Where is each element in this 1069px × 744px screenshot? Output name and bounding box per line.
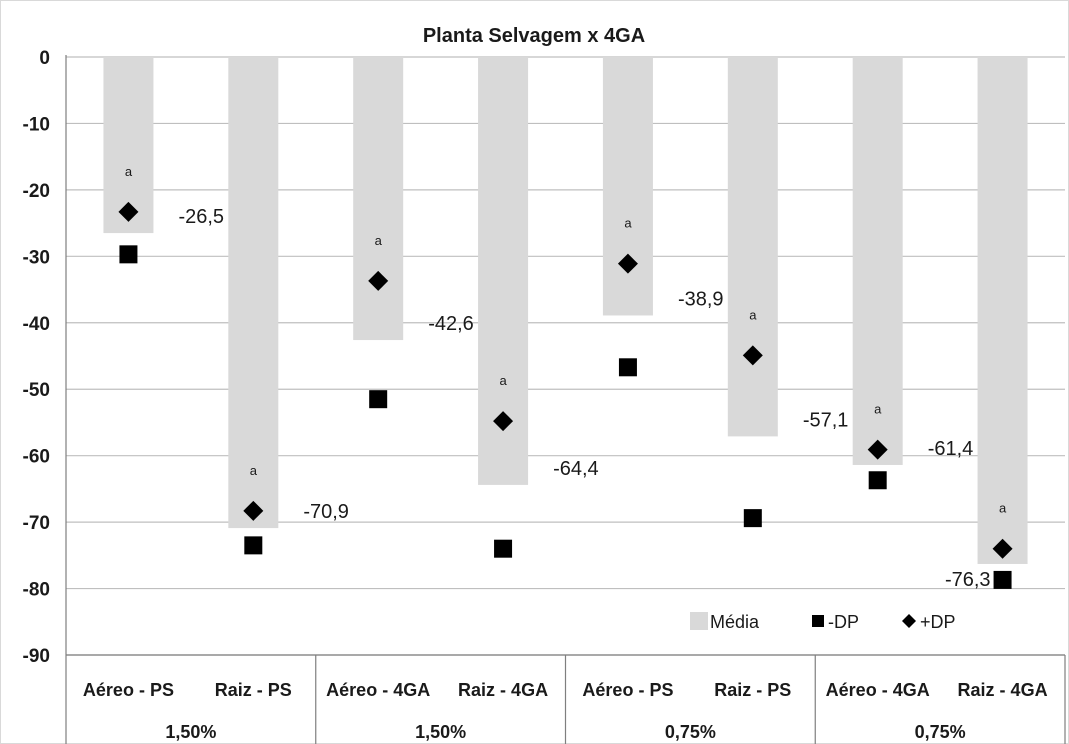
bar-mdia [353, 57, 404, 341]
data-label: -57,1 [803, 409, 849, 431]
x-axis-categories: Aéreo - PS Raiz - PS Aéreo - 4GA Raiz - 4GA… [83, 680, 1048, 700]
data-label: -42,6 [428, 313, 474, 335]
legend: Média -DP +DP [690, 612, 956, 632]
marker-minus-dp [119, 245, 138, 264]
data-label: -70,9 [303, 501, 349, 523]
category-label: Aéreo - PS [83, 680, 174, 700]
bar-mdia [228, 57, 279, 529]
data-label: -26,5 [178, 206, 224, 228]
bars [103, 57, 1028, 564]
legend-swatch-plus-dp [902, 614, 916, 628]
group-label: 1,50% [415, 722, 466, 742]
chart-title: Planta Selvagem x 4GA [423, 25, 645, 47]
significance-letter: a [125, 164, 133, 179]
marker-plus-dp [368, 270, 389, 291]
markers [118, 201, 1013, 589]
marker-plus-dp [118, 201, 139, 222]
category-label: Aéreo - 4GA [326, 680, 430, 700]
category-label: Aéreo - 4GA [826, 680, 930, 700]
y-tick-label: -10 [23, 114, 50, 135]
group-label: 0,75% [915, 722, 966, 742]
marker-plus-dp [867, 439, 888, 460]
y-tick-label: -70 [23, 513, 50, 534]
marker-minus-dp [743, 509, 762, 528]
data-label: -76,3 [945, 569, 991, 591]
legend-swatch-minus-dp [812, 615, 824, 627]
marker-plus-dp [493, 411, 514, 432]
bar-mdia [602, 57, 653, 316]
marker-minus-dp [993, 570, 1012, 589]
marker-plus-dp [992, 538, 1013, 559]
category-label: Raiz - PS [714, 680, 791, 700]
significance-letter: a [250, 463, 258, 478]
data-label: -64,4 [553, 458, 599, 480]
y-tick-label: -80 [23, 580, 50, 601]
legend-label-plus-dp: +DP [920, 612, 956, 632]
category-label: Raiz - PS [215, 680, 292, 700]
group-label: 1,50% [165, 722, 216, 742]
y-tick-label: -20 [23, 181, 50, 202]
y-tick-label: -90 [23, 646, 50, 667]
marker-minus-dp [494, 539, 513, 558]
marker-minus-dp [369, 390, 388, 409]
bar-mdia [977, 57, 1028, 564]
significance-letter: a [375, 233, 383, 248]
data-label: -38,9 [678, 288, 724, 310]
y-axis-ticks: 0 -10 -20 -30 -40 -50 -60 -70 -80 -90 [23, 48, 50, 667]
marker-plus-dp [617, 253, 638, 274]
significance-letter: a [624, 216, 632, 231]
data-label: -61,4 [928, 438, 974, 460]
marker-plus-dp [243, 500, 264, 521]
axes [65, 55, 1066, 744]
y-tick-label: -40 [23, 314, 50, 335]
bar-mdia [852, 57, 903, 465]
significance-letter: a [874, 402, 882, 417]
marker-minus-dp [244, 536, 263, 555]
legend-label-media: Média [710, 612, 760, 632]
group-label: 0,75% [665, 722, 716, 742]
data-labels: -26,5 -70,9 -42,6 -64,4 -38,9 -57,1 -61,4 -76,3 [178, 206, 990, 591]
y-tick-label: -30 [23, 247, 50, 268]
x-axis-groups: 1,50% 1,50% 0,75% 0,75% [165, 722, 965, 742]
significance-letter: a [999, 501, 1007, 516]
legend-swatch-media [690, 612, 708, 630]
marker-minus-dp [618, 358, 637, 377]
significance-letter: a [499, 373, 507, 388]
y-tick-label: 0 [39, 48, 50, 69]
marker-plus-dp [742, 345, 763, 366]
category-label: Raiz - 4GA [458, 680, 548, 700]
marker-minus-dp [868, 471, 887, 490]
legend-label-minus-dp: -DP [828, 612, 859, 632]
category-label: Aéreo - PS [582, 680, 673, 700]
y-tick-label: -50 [23, 380, 50, 401]
significance-letter: a [749, 307, 757, 322]
category-label: Raiz - 4GA [958, 680, 1048, 700]
y-tick-label: -60 [23, 447, 50, 468]
bar-mdia [727, 57, 778, 437]
significance-labels: a a a a a a a a [125, 164, 1007, 516]
